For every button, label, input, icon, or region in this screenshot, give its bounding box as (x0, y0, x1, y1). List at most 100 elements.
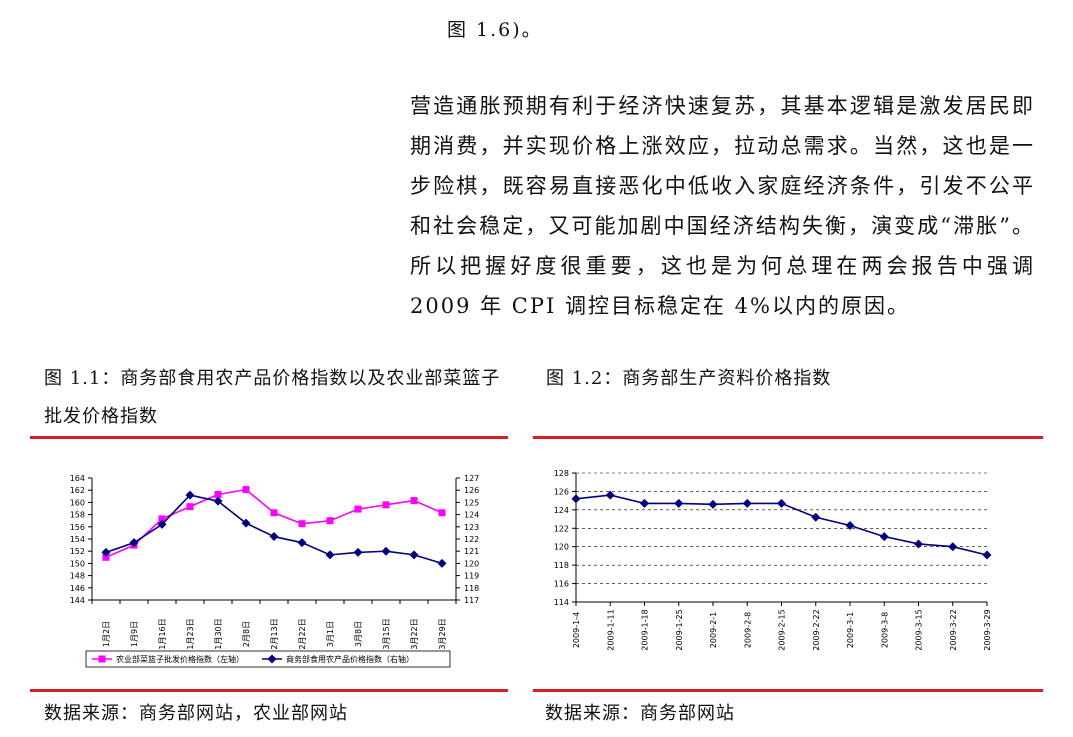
left-tick-label: 160 (70, 498, 85, 507)
left-bottom-rule (30, 689, 508, 692)
data-point (605, 490, 615, 500)
right-tick-label: 120 (464, 559, 479, 568)
data-point (269, 532, 279, 542)
legend-swatch-marker (267, 654, 277, 664)
x-tick-label: 3月22日 (410, 618, 419, 649)
series-line (105, 488, 443, 559)
x-tick-label: 1月2日 (102, 621, 111, 647)
right-tick-label: 119 (464, 572, 479, 581)
data-point (708, 499, 718, 509)
y-tick-label: 118 (554, 561, 569, 570)
data-point (297, 538, 307, 548)
x-tick-label: 2月13日 (270, 618, 279, 649)
x-tick-label: 2009-2-1 (709, 612, 718, 648)
right-tick-label: 123 (464, 523, 479, 532)
figure-right-caption: 图 1.2：商务部生产资料价格指数 (546, 368, 832, 389)
data-point (674, 498, 684, 508)
data-point (382, 501, 390, 509)
body-paragraph: 营造通胀预期有利于经济快速复苏，其基本逻辑是激发居民即期消费，并实现价格上涨效应… (410, 94, 1035, 318)
x-tick-label: 2009-2-22 (812, 609, 821, 650)
data-point (381, 546, 391, 556)
data-point (185, 490, 195, 500)
x-tick-label: 2月22日 (298, 618, 307, 649)
data-point (158, 515, 166, 523)
left-tick-label: 156 (70, 523, 85, 532)
x-tick-label: 1月16日 (158, 618, 167, 649)
right-tick-label: 126 (464, 486, 479, 495)
data-point (270, 509, 278, 517)
data-point (102, 553, 110, 561)
data-point (742, 498, 752, 508)
data-point (353, 547, 363, 557)
data-point (948, 542, 958, 552)
x-tick-label: 2009-1-18 (641, 609, 650, 650)
right-chart: 114 116 118 120 122 124 126 128 2009-1-4 2009-1-1… (554, 469, 992, 651)
x-tick-label: 3月8日 (354, 621, 363, 647)
left-tick-label: 144 (70, 596, 85, 605)
data-point (914, 539, 923, 549)
x-tick-label: 2月8日 (242, 621, 251, 647)
legend-label: 农业部菜篮子批发价格指数（左轴） (116, 654, 244, 664)
legend-swatch-marker (98, 655, 106, 663)
x-tick-label: 2009-3-29 (983, 609, 992, 650)
left-tick-label: 158 (70, 511, 85, 520)
right-tick-label: 121 (464, 547, 479, 556)
figure-left-source: 数据来源：商务部网站，农业部网站 (44, 703, 348, 724)
left-tick-label: 152 (70, 547, 85, 556)
data-point (777, 498, 786, 508)
x-tick-label: 2009-2-15 (778, 609, 787, 650)
data-point (409, 550, 419, 560)
y-tick-label: 120 (554, 543, 569, 552)
data-point (214, 490, 222, 498)
x-tick-label: 2009-1-11 (606, 609, 615, 650)
right-tick-label: 124 (464, 511, 479, 520)
x-tick-label: 3月1日 (326, 621, 335, 647)
left-top-rule (30, 436, 508, 439)
data-point (982, 550, 992, 560)
y-tick-label: 116 (554, 580, 569, 589)
data-point (325, 550, 335, 560)
x-tick-label: 3月15日 (382, 618, 391, 649)
data-point (213, 496, 223, 506)
x-tick-label: 1月23日 (186, 618, 195, 649)
x-tick-label: 2009-3-1 (846, 612, 855, 648)
right-tick-label: 125 (464, 498, 479, 507)
right-bottom-rule (533, 689, 1043, 692)
data-point (845, 521, 855, 531)
left-tick-label: 154 (70, 535, 85, 544)
x-tick-label: 2009-1-25 (675, 609, 684, 650)
right-tick-label: 127 (464, 474, 479, 483)
x-tick-label: 1月9日 (130, 621, 139, 647)
data-point (571, 494, 581, 504)
data-point (879, 532, 889, 542)
x-tick-label: 1月30日 (214, 618, 223, 649)
x-tick-label: 2009-3-8 (880, 612, 889, 648)
data-point (354, 505, 362, 513)
x-tick-label: 2009-2-8 (743, 612, 752, 648)
data-point (640, 498, 649, 508)
figure-reference: 图 1.6)。 (447, 19, 543, 41)
y-tick-label: 122 (554, 524, 569, 533)
y-tick-label: 128 (554, 469, 569, 478)
legend-label: 商务部食用农产品价格指数（右轴） (286, 654, 414, 664)
data-point (437, 558, 447, 568)
data-point (326, 517, 334, 525)
data-point (186, 503, 194, 511)
data-point (410, 497, 418, 505)
x-tick-label: 2009-3-22 (949, 609, 958, 650)
figure-left-caption: 图 1.1：商务部食用农产品价格指数以及农业部菜篮子批发价格指数 (44, 368, 501, 427)
right-tick-label: 118 (464, 584, 479, 593)
y-tick-label: 126 (554, 487, 569, 496)
left-tick-label: 146 (70, 584, 85, 593)
right-top-rule (533, 436, 1043, 439)
data-point (157, 519, 167, 529)
x-tick-label: 2009-3-15 (915, 609, 924, 650)
x-tick-label: 2009-1-4 (572, 612, 581, 648)
data-point (438, 509, 446, 517)
figure-right-source: 数据来源：商务部网站 (545, 703, 735, 724)
y-tick-label: 124 (554, 506, 569, 515)
right-tick-label: 122 (464, 535, 479, 544)
data-point (811, 512, 821, 522)
right-tick-label: 117 (464, 596, 479, 605)
data-point (298, 520, 306, 528)
